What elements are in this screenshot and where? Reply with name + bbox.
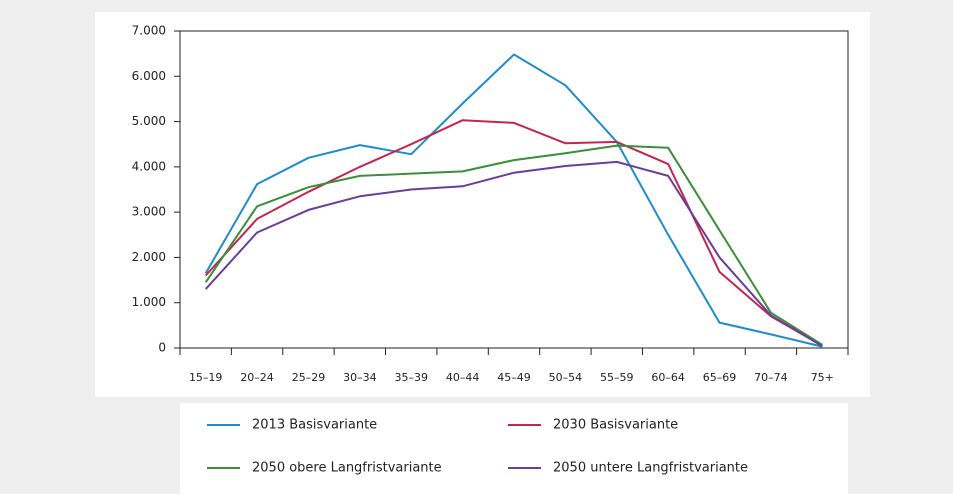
x-tick-label: 45–49 bbox=[497, 371, 531, 384]
x-tick-label: 40–44 bbox=[446, 371, 480, 384]
legend-label: 2050 obere Langfristvariante bbox=[252, 461, 442, 476]
y-tick-label: 0 bbox=[158, 341, 166, 355]
x-tick-label: 25–29 bbox=[292, 371, 326, 384]
series-line bbox=[204, 160, 823, 348]
y-tick-label: 4.000 bbox=[132, 159, 166, 173]
x-tick-label: 50–54 bbox=[549, 371, 583, 384]
series-line bbox=[204, 144, 823, 346]
series-line bbox=[204, 53, 823, 348]
series-line bbox=[204, 119, 823, 347]
plot-frame bbox=[179, 30, 849, 349]
x-tick-label: 15–19 bbox=[189, 371, 223, 384]
y-tick-label: 2.000 bbox=[132, 250, 166, 264]
y-tick-label: 7.000 bbox=[132, 24, 166, 38]
x-tick-label: 55–59 bbox=[600, 371, 634, 384]
y-tick-label: 6.000 bbox=[132, 69, 166, 83]
y-tick-label: 3.000 bbox=[132, 205, 166, 219]
x-tick-label: 65–69 bbox=[703, 371, 737, 384]
y-tick-label: 5.000 bbox=[132, 114, 166, 128]
legend-label: 2013 Basisvariante bbox=[252, 418, 377, 433]
y-tick-label: 1.000 bbox=[132, 295, 166, 309]
x-tick-label: 20–24 bbox=[240, 371, 274, 384]
plot-panel bbox=[95, 12, 870, 397]
x-tick-label: 75+ bbox=[811, 371, 834, 384]
legend-label: 2030 Basisvariante bbox=[553, 418, 678, 433]
legend-label: 2050 untere Langfristvariante bbox=[553, 461, 748, 476]
x-tick-label: 35–39 bbox=[394, 371, 428, 384]
x-tick-label: 60–64 bbox=[651, 371, 685, 384]
x-tick-label: 30–34 bbox=[343, 371, 377, 384]
x-tick-label: 70–74 bbox=[754, 371, 788, 384]
legend-panel bbox=[180, 403, 848, 494]
